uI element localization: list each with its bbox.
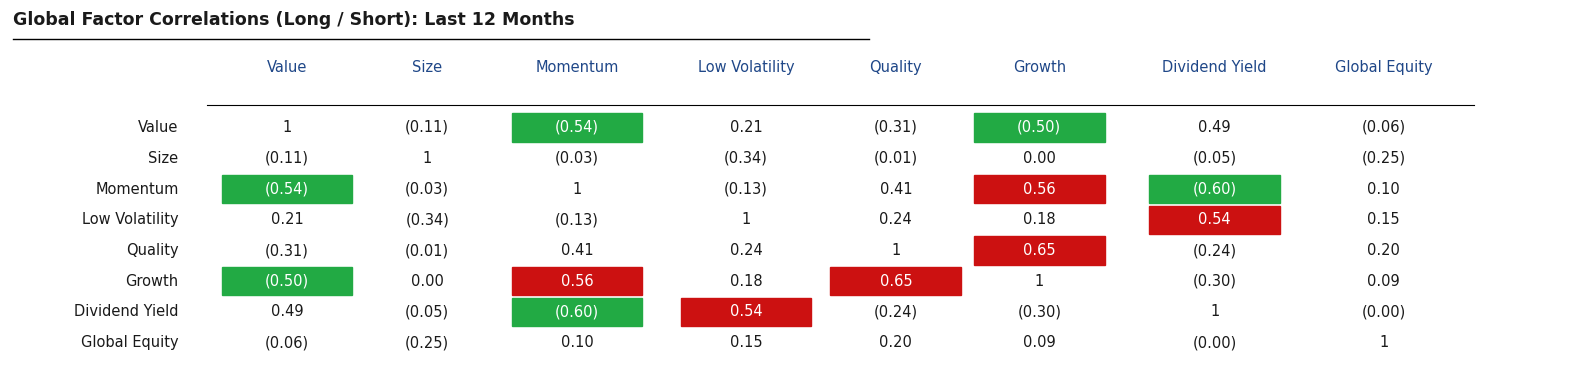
Text: 1: 1	[1379, 335, 1388, 350]
Text: Global Equity: Global Equity	[1334, 60, 1433, 75]
Text: 0.49: 0.49	[1199, 120, 1231, 135]
Text: Quality: Quality	[126, 243, 179, 258]
Bar	[974, 113, 1105, 141]
Text: (0.60): (0.60)	[555, 304, 599, 320]
Text: 1: 1	[741, 212, 751, 227]
Text: (0.03): (0.03)	[405, 182, 450, 196]
Text: Size: Size	[148, 151, 179, 166]
Text: Momentum: Momentum	[96, 182, 179, 196]
Text: 0.56: 0.56	[1023, 182, 1055, 196]
Text: 0.21: 0.21	[271, 212, 303, 227]
Bar	[1149, 206, 1280, 234]
Text: (0.25): (0.25)	[1361, 151, 1406, 166]
Text: 0.20: 0.20	[880, 335, 912, 350]
Text: (0.60): (0.60)	[1192, 182, 1237, 196]
Text: 1: 1	[891, 243, 901, 258]
Text: 0.24: 0.24	[880, 212, 912, 227]
Text: 0.15: 0.15	[730, 335, 762, 350]
Text: 0.09: 0.09	[1368, 274, 1400, 289]
Text: 0.41: 0.41	[561, 243, 593, 258]
Text: 0.49: 0.49	[271, 304, 303, 320]
Text: (0.31): (0.31)	[265, 243, 309, 258]
Bar	[512, 267, 642, 296]
Text: (0.54): (0.54)	[265, 182, 309, 196]
Text: (0.24): (0.24)	[1192, 243, 1237, 258]
Text: (0.34): (0.34)	[405, 212, 450, 227]
Text: Low Volatility: Low Volatility	[81, 212, 179, 227]
Text: Growth: Growth	[126, 274, 179, 289]
Text: Size: Size	[413, 60, 442, 75]
Text: 0.10: 0.10	[561, 335, 593, 350]
Text: (0.30): (0.30)	[1017, 304, 1062, 320]
Text: Momentum: Momentum	[536, 60, 618, 75]
Text: (0.05): (0.05)	[1192, 151, 1237, 166]
Text: Quality: Quality	[869, 60, 923, 75]
Bar	[1149, 175, 1280, 203]
Bar	[512, 298, 642, 326]
Bar	[681, 298, 811, 326]
Text: (0.05): (0.05)	[405, 304, 450, 320]
Text: 0.24: 0.24	[730, 243, 762, 258]
Text: 0.21: 0.21	[730, 120, 762, 135]
Text: 0.54: 0.54	[730, 304, 762, 320]
Bar	[974, 175, 1105, 203]
Text: 0.18: 0.18	[730, 274, 762, 289]
Text: Global Equity: Global Equity	[81, 335, 179, 350]
Text: (0.13): (0.13)	[724, 182, 768, 196]
Text: (0.24): (0.24)	[874, 304, 918, 320]
Text: Low Volatility: Low Volatility	[698, 60, 794, 75]
Text: 0.00: 0.00	[411, 274, 443, 289]
Text: 0.65: 0.65	[880, 274, 912, 289]
Text: Dividend Yield: Dividend Yield	[73, 304, 179, 320]
Text: Value: Value	[139, 120, 179, 135]
Text: 0.20: 0.20	[1368, 243, 1400, 258]
Text: (0.11): (0.11)	[265, 151, 309, 166]
Text: (0.11): (0.11)	[405, 120, 450, 135]
Bar	[222, 267, 352, 296]
Text: (0.25): (0.25)	[405, 335, 450, 350]
Text: 1: 1	[282, 120, 292, 135]
Text: Global Factor Correlations (Long / Short): Last 12 Months: Global Factor Correlations (Long / Short…	[13, 11, 574, 29]
Text: 0.00: 0.00	[1023, 151, 1055, 166]
Text: (0.01): (0.01)	[874, 151, 918, 166]
Text: (0.30): (0.30)	[1192, 274, 1237, 289]
Text: 1: 1	[572, 182, 582, 196]
Bar	[974, 236, 1105, 265]
Text: 0.18: 0.18	[1023, 212, 1055, 227]
Bar	[512, 113, 642, 141]
Text: 1: 1	[1035, 274, 1044, 289]
Text: 0.15: 0.15	[1368, 212, 1400, 227]
Bar	[830, 267, 961, 296]
Text: 0.09: 0.09	[1023, 335, 1055, 350]
Text: (0.13): (0.13)	[555, 212, 599, 227]
Text: Value: Value	[266, 60, 308, 75]
Text: (0.06): (0.06)	[265, 335, 309, 350]
Text: 1: 1	[422, 151, 432, 166]
Text: 0.10: 0.10	[1368, 182, 1400, 196]
Text: (0.31): (0.31)	[874, 120, 918, 135]
Text: 0.41: 0.41	[880, 182, 912, 196]
Text: 0.56: 0.56	[561, 274, 593, 289]
Text: (0.54): (0.54)	[555, 120, 599, 135]
Text: (0.03): (0.03)	[555, 151, 599, 166]
Bar	[222, 175, 352, 203]
Text: Growth: Growth	[1012, 60, 1066, 75]
Text: (0.50): (0.50)	[265, 274, 309, 289]
Text: Dividend Yield: Dividend Yield	[1162, 60, 1267, 75]
Text: 0.54: 0.54	[1199, 212, 1231, 227]
Text: (0.00): (0.00)	[1192, 335, 1237, 350]
Text: (0.01): (0.01)	[405, 243, 450, 258]
Text: 1: 1	[1210, 304, 1219, 320]
Text: 0.65: 0.65	[1023, 243, 1055, 258]
Text: (0.34): (0.34)	[724, 151, 768, 166]
Text: (0.00): (0.00)	[1361, 304, 1406, 320]
Text: (0.50): (0.50)	[1017, 120, 1062, 135]
Text: (0.06): (0.06)	[1361, 120, 1406, 135]
